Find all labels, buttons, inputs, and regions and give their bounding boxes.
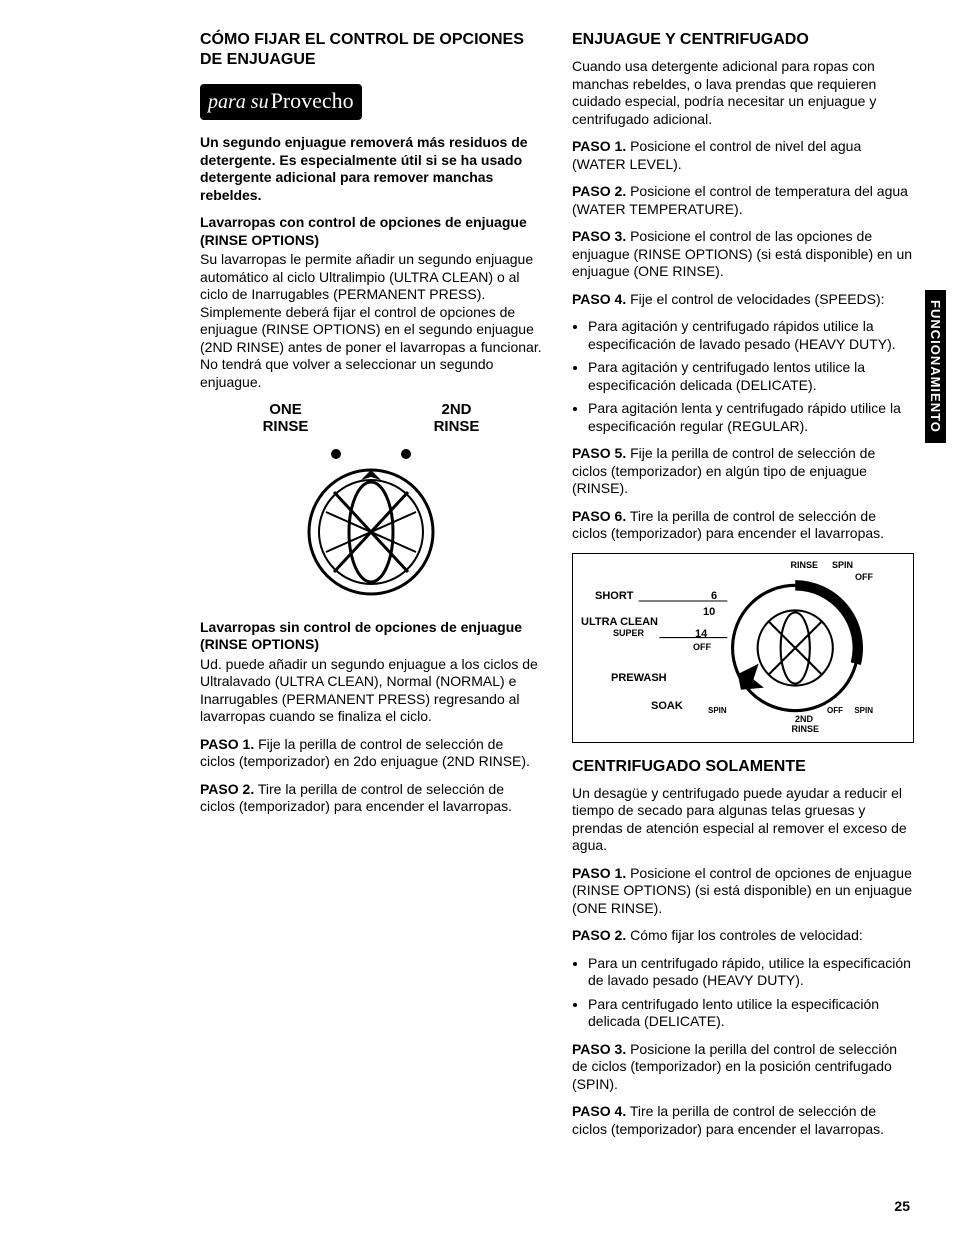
r-paso6-label: PASO 6. [572, 508, 626, 524]
section-tab: FUNCIONAMIENTO [925, 290, 946, 443]
c-paso1-label: PASO 1. [572, 865, 626, 881]
dial-label-one: ONE RINSE [263, 401, 309, 436]
c-paso3-label: PASO 3. [572, 1041, 626, 1057]
dial-labels: ONE RINSE 2ND RINSE [200, 401, 542, 436]
two-column-layout: CÓMO FIJAR EL CONTROL DE OPCIONES DE ENJ… [200, 30, 914, 1148]
c-paso1: PASO 1. Posicione el control de opciones… [572, 865, 914, 918]
c-paso4-label: PASO 4. [572, 1103, 626, 1119]
left-title: CÓMO FIJAR EL CONTROL DE OPCIONES DE ENJ… [200, 30, 542, 70]
bullet: Para un centrifugado rápido, utilice la … [588, 955, 914, 990]
badge-word: Provecho [271, 88, 354, 113]
lbl-ultra: ULTRA CLEAN [581, 616, 658, 628]
dial-2nd-top: 2ND [441, 401, 471, 418]
lbl-spin-b2: SPIN [854, 706, 873, 715]
r-paso2-label: PASO 2. [572, 183, 626, 199]
timer-diagram: RINSE SPIN OFF SHORT 6 10 ULTRA CLEAN SU… [572, 553, 914, 743]
lbl-spin-top: SPIN [832, 560, 853, 570]
lbl-6: 6 [711, 590, 717, 602]
right-column: ENJUAGUE Y CENTRIFUGADO Cuando usa deter… [572, 30, 914, 1148]
bullet: Para agitación lenta y centrifugado rápi… [588, 400, 914, 435]
dial-label-2nd: 2ND RINSE [434, 401, 480, 436]
left-column: CÓMO FIJAR EL CONTROL DE OPCIONES DE ENJ… [200, 30, 542, 1148]
r-paso3: PASO 3. Posicione el control de las opci… [572, 228, 914, 281]
subhead-2: Lavarropas sin control de opciones de en… [200, 619, 542, 654]
provecho-badge: para suProvecho [200, 84, 362, 120]
lbl-super: SUPER [613, 628, 644, 638]
r-paso6: PASO 6. Tire la perilla de control de se… [572, 508, 914, 543]
dial-one-bot: RINSE [263, 418, 309, 435]
paso1-label: PASO 1. [200, 736, 254, 752]
r-paso4: PASO 4. Fije el control de velocidades (… [572, 291, 914, 309]
bullet: Para agitación y centrifugado rápidos ut… [588, 318, 914, 353]
c-paso4: PASO 4. Tire la perilla de control de se… [572, 1103, 914, 1138]
rinse-dial-diagram [200, 442, 542, 607]
paso2-label: PASO 2. [200, 781, 254, 797]
dial-svg [286, 442, 456, 602]
c-paso2: PASO 2. Cómo fijar los controles de velo… [572, 927, 914, 945]
dial-one-top: ONE [269, 401, 302, 418]
c-paso2-label: PASO 2. [572, 927, 626, 943]
r-paso5-label: PASO 5. [572, 445, 626, 461]
right-intro: Cuando usa detergente adicional para rop… [572, 58, 914, 128]
r-paso1: PASO 1. Posicione el control de nivel de… [572, 138, 914, 173]
r-paso5: PASO 5. Fije la perilla de control de se… [572, 445, 914, 498]
manual-page: FUNCIONAMIENTO CÓMO FIJAR EL CONTROL DE … [0, 0, 954, 1240]
badge-italic: para su [208, 91, 269, 113]
speed-bullets-1: Para agitación y centrifugado rápidos ut… [572, 318, 914, 435]
lbl-off-bot: OFF [827, 706, 843, 715]
r-paso1-label: PASO 1. [572, 138, 626, 154]
right-title-2: CENTRIFUGADO SOLAMENTE [572, 757, 914, 777]
bullet: Para agitación y centrifugado lentos uti… [588, 359, 914, 394]
lbl-10: 10 [703, 606, 715, 618]
lbl-short: SHORT [595, 590, 634, 602]
lbl-spin-b1: SPIN [708, 706, 727, 715]
r-paso4-text: Fije el control de velocidades (SPEEDS): [626, 291, 884, 307]
page-number: 25 [894, 1198, 910, 1214]
bullet: Para centrifugado lento utilice la espec… [588, 996, 914, 1031]
right-title-1: ENJUAGUE Y CENTRIFUGADO [572, 30, 914, 50]
r-paso4-label: PASO 4. [572, 291, 626, 307]
paragraph-1: Su lavarropas le permite añadir un segun… [200, 251, 542, 391]
left-paso1: PASO 1. Fije la perilla de control de se… [200, 736, 542, 771]
cent-intro: Un desagüe y centrifugado puede ayudar a… [572, 785, 914, 855]
left-paso2: PASO 2. Tire la perilla de control de se… [200, 781, 542, 816]
lbl-rinse-bot: RINSE [791, 724, 819, 734]
lbl-off-top: OFF [855, 572, 873, 582]
subhead-1: Lavarropas con control de opciones de en… [200, 214, 542, 249]
r-paso3-label: PASO 3. [572, 228, 626, 244]
r-paso2: PASO 2. Posicione el control de temperat… [572, 183, 914, 218]
c-paso3: PASO 3. Posicione la perilla del control… [572, 1041, 914, 1094]
intro-bold: Un segundo enjuague removerá más residuo… [200, 134, 542, 204]
paragraph-2: Ud. puede añadir un segundo enjuague a l… [200, 656, 542, 726]
dial-2nd-bot: RINSE [434, 418, 480, 435]
lbl-prewash: PREWASH [611, 672, 667, 684]
lbl-14: 14 [695, 628, 707, 640]
lbl-2nd: 2ND [795, 714, 813, 724]
speed-bullets-2: Para un centrifugado rápido, utilice la … [572, 955, 914, 1031]
lbl-off1: OFF [693, 642, 711, 652]
c-paso2-text: Cómo fijar los controles de velocidad: [626, 927, 863, 943]
lbl-soak: SOAK [651, 700, 683, 712]
lbl-rinse-top: RINSE [790, 560, 818, 570]
